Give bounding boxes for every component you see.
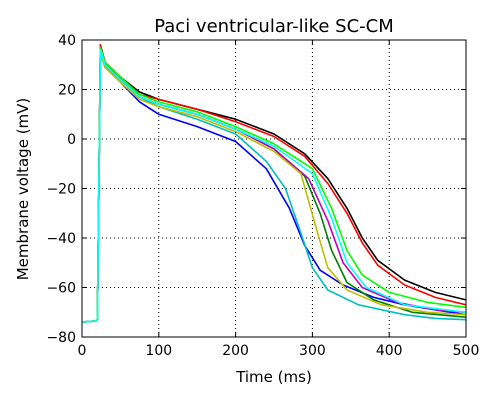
ticks: 0 100 200 300 400 500 −80 −60 −40 −20 0 20 40 xyxy=(46,33,479,359)
y-tick-label: 40 xyxy=(58,33,76,49)
y-tick-label: −40 xyxy=(46,231,76,247)
series-layer xyxy=(82,44,466,323)
y-tick-label: −60 xyxy=(46,281,76,297)
x-tick-label: 100 xyxy=(145,343,172,359)
y-tick-label: 20 xyxy=(58,83,76,99)
x-tick-label: 500 xyxy=(453,343,480,359)
y-axis-label: Membrane voltage (mV) xyxy=(14,98,32,281)
x-tick-label: 200 xyxy=(222,343,249,359)
series-line-9 xyxy=(82,49,466,323)
x-tick-label: 0 xyxy=(78,343,87,359)
y-tick-label: 0 xyxy=(67,132,76,148)
y-tick-label: −20 xyxy=(46,182,76,198)
x-tick-label: 400 xyxy=(376,343,403,359)
y-tick-label: −80 xyxy=(46,330,76,346)
x-axis-label: Time (ms) xyxy=(235,368,312,386)
series-line-4 xyxy=(82,44,466,323)
chart-title: Paci ventricular-like SC-CM xyxy=(154,16,394,37)
x-tick-label: 300 xyxy=(299,343,326,359)
